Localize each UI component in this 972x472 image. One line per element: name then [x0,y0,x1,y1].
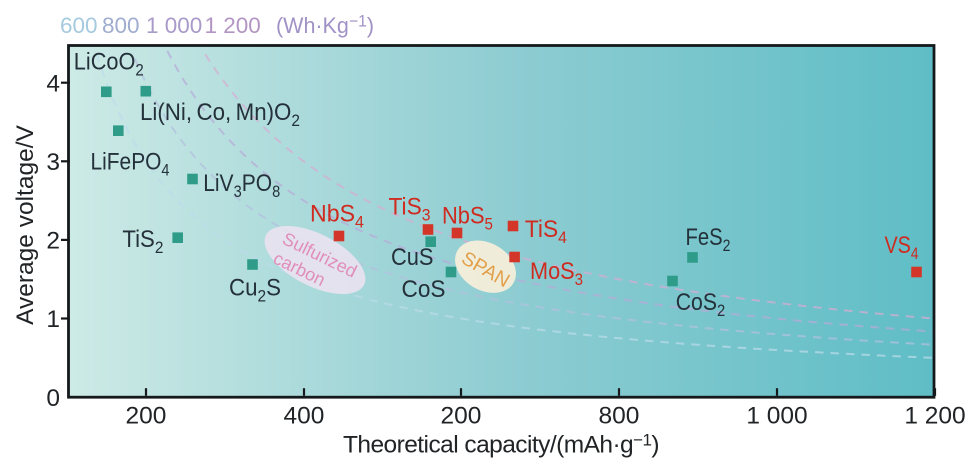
svg-text:2: 2 [46,228,60,255]
svg-text:200: 200 [126,403,167,430]
svg-text:200: 200 [441,403,482,430]
svg-text:Theoretical capacity/(mAh·g−1): Theoretical capacity/(mAh·g−1) [343,431,659,459]
svg-text:CoS: CoS [402,276,446,303]
svg-text:800: 800 [599,403,640,430]
svg-text:NbS4: NbS4 [310,201,364,232]
svg-text:3: 3 [46,149,60,176]
svg-text:1 200: 1 200 [904,403,965,430]
svg-text:0: 0 [46,385,60,412]
svg-text:400: 400 [284,403,325,430]
svg-text:LiV3PO8: LiV3PO8 [203,170,280,201]
svg-text:4: 4 [46,70,60,97]
svg-text:Cu2S: Cu2S [229,275,281,306]
svg-text:600: 600 [60,13,98,38]
svg-text:CoS2: CoS2 [676,289,726,320]
svg-text:1 000: 1 000 [746,403,807,430]
svg-text:NbS5: NbS5 [442,203,493,234]
svg-text:Li(Ni, Co, Mn)O2: Li(Ni, Co, Mn)O2 [140,99,300,130]
svg-text:MoS3: MoS3 [530,258,583,289]
svg-text:800: 800 [102,13,140,38]
svg-text:1 200: 1 200 [205,13,261,38]
svg-text:1: 1 [46,306,60,333]
svg-text:LiFePO4: LiFePO4 [91,149,170,180]
svg-text:(Wh·Kg−1): (Wh·Kg−1) [276,13,374,39]
svg-text:LiCoO2: LiCoO2 [74,49,144,80]
svg-text:1 000: 1 000 [146,13,202,38]
svg-text:CuS: CuS [391,244,434,271]
svg-text:Average voltage/V: Average voltage/V [12,124,39,324]
